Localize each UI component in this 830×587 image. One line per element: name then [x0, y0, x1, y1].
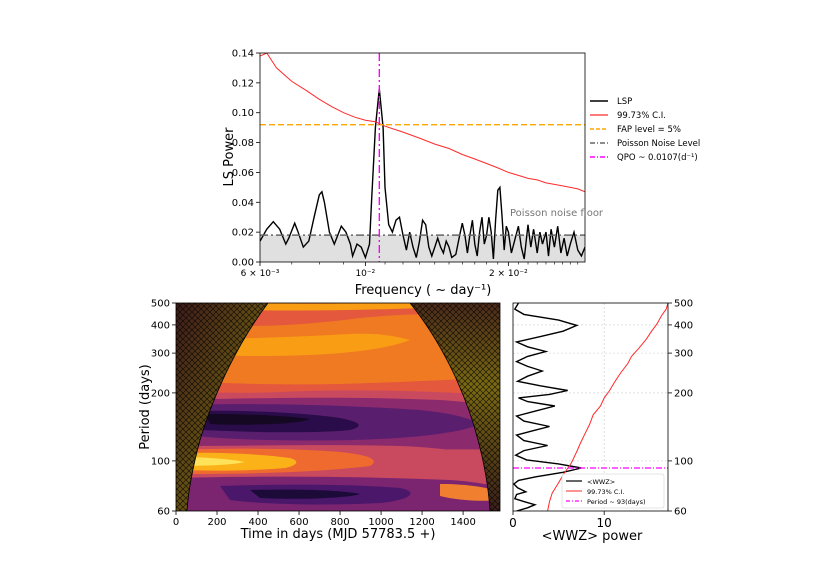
lsp-x-tick-label: 6 × 10⁻³: [241, 269, 280, 279]
legend-label-fap: FAP level = 5%: [617, 125, 681, 135]
avg-wwz-x-tick-label: 10: [597, 516, 612, 530]
avg-wwz-axes-frame: [512, 302, 669, 512]
wwz-x-tick-label: 1400: [450, 517, 475, 528]
lsp-y-tick-label: 0.12: [232, 78, 254, 89]
avg-wwz-x-tick-label: 0: [509, 516, 517, 530]
legend-label-wwz: <WWZ>: [587, 478, 615, 486]
cone-of-influence-right-hatch: [410, 303, 500, 511]
avg-wwz-y-tick-label: 500: [674, 299, 693, 310]
wwz-x-tick-label: 800: [331, 517, 350, 528]
lsp-y-tick-label: 0.06: [232, 168, 254, 179]
avg-wwz-ci-series-line: [547, 303, 668, 511]
poisson-noise-band: [260, 235, 585, 262]
avg-wwz-y-tick-label: 400: [674, 320, 693, 331]
avg-wwz-y-ticks: 60 100 200 300 400 500: [668, 299, 693, 518]
lsp-y-tick-label: 0.02: [232, 228, 254, 239]
wwz-y-tick-label: 300: [151, 349, 170, 360]
legend-label-noise: Poisson Noise Level: [617, 139, 700, 149]
lsp-y-tick-label: 0.14: [232, 49, 254, 60]
lsp-axes-frame: [259, 52, 586, 263]
wwz-axes-frame: [175, 302, 501, 512]
wwz-contour: [250, 489, 360, 499]
wwz-x-tick-label: 600: [289, 517, 308, 528]
lsp-y-tick-label: 0.00: [232, 258, 254, 269]
legend-label-lsp: LSP: [617, 97, 632, 107]
cone-of-influence-left-hatch: [176, 303, 268, 511]
wwz-x-tick-label: 0: [173, 517, 179, 528]
legend-label-wwz-ci: 99.73% C.I.: [587, 488, 624, 496]
avg-wwz-legend: <WWZ> 99.73% C.I. Period ~ 93(days): [561, 473, 665, 509]
lsp-x-tick-label: 10⁻²: [355, 269, 375, 279]
cone-boundary: [186, 303, 269, 511]
lsp-ci-series-line: [260, 53, 585, 193]
legend-label-lsp-ci: 99.73% C.I.: [617, 111, 666, 121]
avg-wwz-y-tick-label: 300: [674, 349, 693, 360]
avg-wwz-y-tick-label: 200: [674, 388, 693, 399]
avg-wwz-series-line: [513, 303, 582, 511]
wwz-x-tick-label: 200: [207, 517, 226, 528]
lsp-panel: Poisson noise floor 0.00 0.02 0.04 0.06 0.08…: [222, 49, 700, 299]
wwz-y-tick-label: 400: [151, 320, 170, 331]
cone-boundary: [409, 303, 491, 511]
lsp-y-axis-label: LS Power: [222, 127, 237, 187]
wwz-y-axis-label: Period (days): [138, 364, 153, 450]
avg-legend-box: [561, 473, 665, 509]
lsp-x-ticks: 6 × 10⁻³ 10⁻² 2 × 10⁻²: [241, 262, 579, 279]
lsp-y-tick-label: 0.08: [232, 138, 254, 149]
wwz-y-ticks: 60 100 200 300 400 500: [151, 299, 176, 518]
lsp-y-tick-label: 0.10: [232, 108, 254, 119]
poisson-noise-annotation: Poisson noise floor: [510, 208, 604, 219]
wwz-y-tick-label: 500: [151, 299, 170, 310]
avg-wwz-panel: 60 100 200 300 400 500 0 10 <WWZ> power <WWZ> …: [509, 299, 693, 545]
wwz-panel: 60 100 200 300 400 500 0 200 400 600 800 1000 1200 1…: [138, 299, 501, 542]
wwz-contour: [205, 414, 310, 425]
lsp-x-tick-label: 2 × 10⁻²: [489, 269, 528, 279]
avg-wwz-y-tick-label: 100: [674, 456, 693, 467]
wwz-x-tick-label: 1200: [409, 517, 434, 528]
wwz-x-ticks: 0 200 400 600 800 1000 1200 1400: [173, 511, 476, 528]
wwz-x-axis-label: Time in days (MJD 57783.5 +): [240, 527, 436, 542]
lsp-y-tick-label: 0.04: [232, 198, 254, 209]
wwz-contour: [440, 484, 500, 501]
legend-label-qpo: QPO ~ 0.0107(d⁻¹): [617, 153, 698, 163]
wwz-x-tick-label: 400: [248, 517, 267, 528]
wwz-y-tick-label: 100: [151, 456, 170, 467]
avg-wwz-x-axis-label: <WWZ> power: [542, 529, 643, 544]
lsp-x-axis-label: Frequency ( ~ day⁻¹): [355, 283, 492, 298]
wwz-y-tick-label: 60: [157, 507, 170, 518]
avg-wwz-x-ticks: 0 10: [509, 511, 612, 530]
avg-wwz-y-tick-label: 60: [674, 507, 687, 518]
wwz-x-tick-label: 1000: [368, 517, 393, 528]
lsp-legend: LSP 99.73% C.I. FAP level = 5% Poisson N…: [590, 97, 700, 163]
wwz-y-tick-label: 200: [151, 388, 170, 399]
lsp-series-line: [260, 88, 585, 260]
lsp-y-ticks: 0.00 0.02 0.04 0.06 0.08 0.10 0.12 0.14: [232, 49, 260, 269]
legend-label-period: Period ~ 93(days): [587, 498, 646, 506]
